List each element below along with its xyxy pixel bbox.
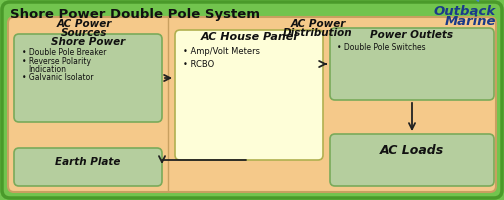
Text: Distribution: Distribution <box>283 28 353 38</box>
Text: Earth Plate: Earth Plate <box>55 157 120 167</box>
Text: • Reverse Polarity: • Reverse Polarity <box>22 57 91 66</box>
Text: Marine: Marine <box>445 15 496 28</box>
Text: AC Power: AC Power <box>290 19 346 29</box>
Text: Shore Power Double Pole System: Shore Power Double Pole System <box>10 8 260 21</box>
Text: Shore Power: Shore Power <box>51 37 125 47</box>
FancyBboxPatch shape <box>2 2 502 198</box>
Text: AC House Panel: AC House Panel <box>201 32 297 42</box>
Text: Indication: Indication <box>28 65 66 74</box>
Text: • RCBO: • RCBO <box>183 60 214 69</box>
Text: • Galvanic Isolator: • Galvanic Isolator <box>22 73 94 82</box>
Text: AC Loads: AC Loads <box>380 144 444 156</box>
FancyBboxPatch shape <box>175 30 323 160</box>
Text: Power Outlets: Power Outlets <box>370 30 454 40</box>
FancyBboxPatch shape <box>8 17 496 192</box>
Text: • Amp/Volt Meters: • Amp/Volt Meters <box>183 47 260 56</box>
Text: • Double Pole Switches: • Double Pole Switches <box>337 43 425 52</box>
FancyBboxPatch shape <box>14 34 162 122</box>
FancyBboxPatch shape <box>330 134 494 186</box>
FancyBboxPatch shape <box>330 28 494 100</box>
FancyBboxPatch shape <box>14 148 162 186</box>
Text: • Double Pole Breaker: • Double Pole Breaker <box>22 48 106 57</box>
Text: Sources: Sources <box>61 28 107 38</box>
Text: AC Power: AC Power <box>56 19 112 29</box>
Text: Outback: Outback <box>434 5 496 18</box>
